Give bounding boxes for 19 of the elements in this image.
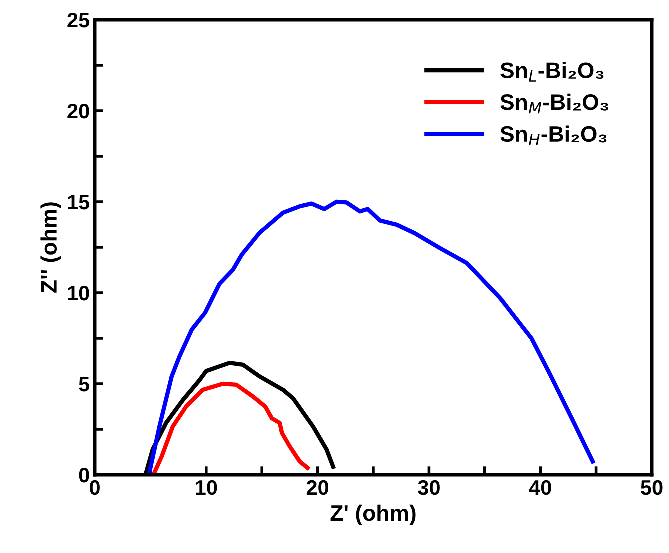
y-tick-label: 5 (79, 377, 90, 392)
x-tick-label: 10 (196, 480, 218, 496)
x-tick-label: 20 (306, 480, 329, 496)
line-series (152, 382, 310, 475)
legend-label: Sn$_{M}$-Bi₂O₃ (500, 94, 608, 114)
y-tick-label: 25 (68, 13, 90, 28)
x-axis-title: Z' (ohm) (330, 504, 416, 526)
y-tick-label: 0 (79, 468, 90, 483)
y-tick-label: 15 (68, 195, 90, 210)
x-tick-label: 40 (529, 480, 552, 496)
x-tick-label: 30 (418, 480, 440, 496)
y-tick-label: 20 (68, 104, 90, 119)
y-tick-label: 10 (68, 286, 90, 301)
x-tick-label: 50 (641, 480, 663, 496)
y-axis-title: Z'' (ohm) (40, 202, 62, 293)
legend-label: Sn$_{L}$-Bi₂O₃ (500, 62, 604, 82)
legend-label: Sn$_{H}$-Bi₂O₃ (500, 126, 607, 146)
line-series (148, 200, 596, 475)
x-tick-label: 0 (90, 480, 100, 496)
